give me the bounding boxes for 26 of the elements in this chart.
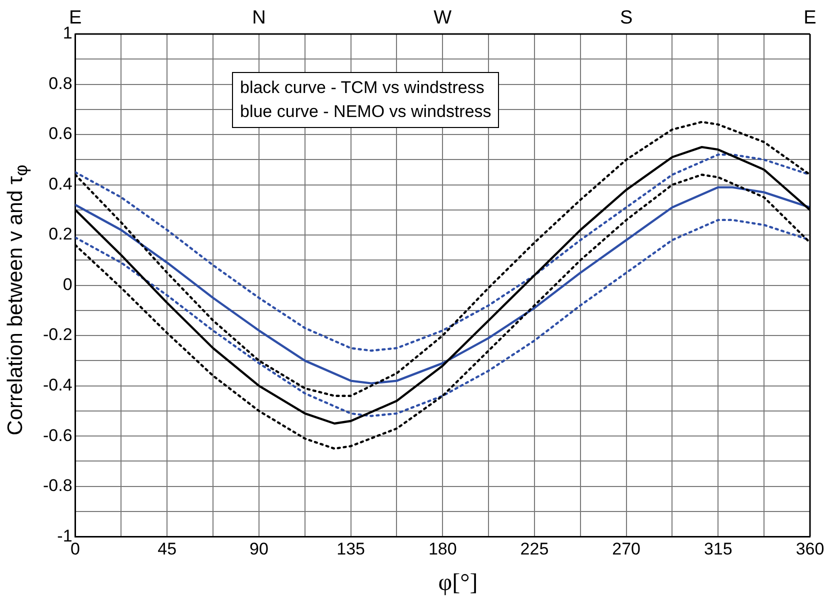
y-tick-label: 0.8 (48, 74, 72, 93)
x-tick-label: 135 (336, 539, 365, 558)
x-axis-title: φ[°] (438, 570, 478, 597)
x-tick-label: 315 (704, 539, 732, 558)
line-series (75, 154, 810, 352)
x-tick-label: 180 (428, 539, 457, 558)
y-tick-label: 0.6 (48, 124, 72, 144)
x-tick-label: 360 (796, 539, 824, 558)
y-tick-label: 0.2 (48, 224, 72, 244)
x-tick-label: 90 (250, 539, 268, 558)
y-tick-label: -0.2 (42, 325, 72, 344)
y-tick-label: 0 (62, 274, 72, 294)
annotation: blue curve - NEMO vs windstress (240, 101, 492, 123)
text: N (252, 8, 266, 29)
text: W (434, 8, 452, 29)
x-tick-label: 270 (612, 539, 641, 558)
y-tick-label: -1 (57, 526, 72, 546)
annotation: black curve - TCM vs windstress (240, 77, 486, 99)
y-tick-label: 0.4 (48, 174, 72, 194)
y-tick-label: -0.4 (42, 376, 72, 395)
y-tick-label: -0.8 (42, 476, 72, 496)
x-tick-label: 45 (158, 539, 177, 558)
x-tick-label: 225 (520, 539, 549, 558)
text: S (620, 8, 633, 29)
text: E (804, 8, 816, 29)
y-tick-label: -0.6 (42, 426, 72, 445)
